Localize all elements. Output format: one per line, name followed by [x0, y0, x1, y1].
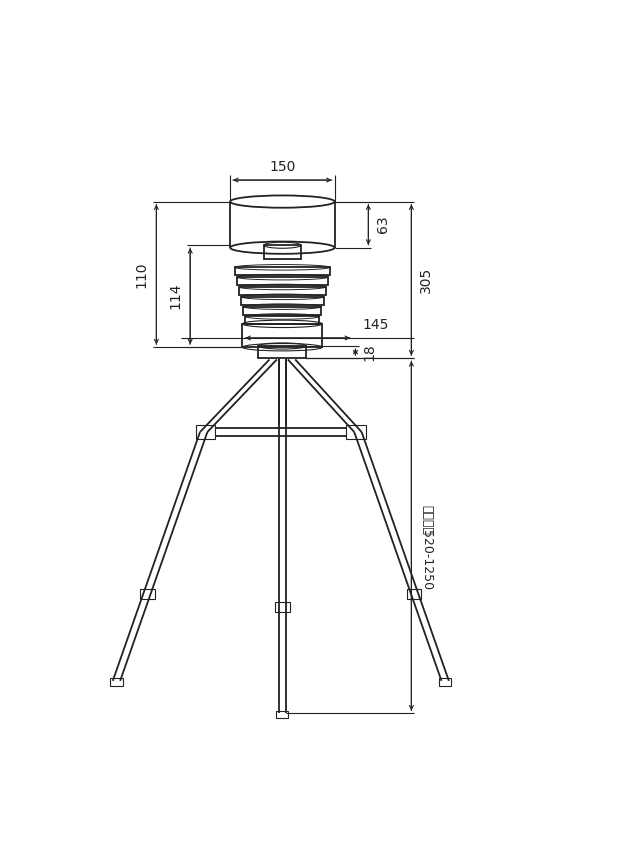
- Bar: [239, 287, 326, 295]
- Bar: [242, 324, 322, 347]
- Bar: [259, 346, 306, 359]
- Bar: [110, 678, 123, 686]
- Bar: [407, 589, 422, 599]
- Bar: [241, 297, 324, 305]
- Text: 110: 110: [135, 261, 148, 288]
- Bar: [196, 424, 215, 440]
- Text: 63: 63: [376, 216, 390, 233]
- Text: 150: 150: [269, 160, 296, 174]
- Bar: [140, 589, 155, 599]
- Bar: [346, 424, 366, 440]
- Text: 18: 18: [363, 343, 377, 361]
- Text: 520-1250: 520-1250: [420, 530, 433, 590]
- Bar: [235, 267, 330, 276]
- Text: 305: 305: [419, 267, 433, 293]
- Bar: [246, 316, 319, 325]
- Bar: [275, 602, 290, 613]
- Bar: [243, 307, 321, 314]
- Text: 伸缩范围: 伸缩范围: [420, 505, 433, 536]
- Bar: [276, 711, 288, 718]
- Bar: [439, 678, 451, 686]
- Bar: [264, 245, 301, 258]
- Text: 114: 114: [168, 283, 182, 309]
- Bar: [237, 277, 328, 285]
- Text: 145: 145: [362, 318, 389, 332]
